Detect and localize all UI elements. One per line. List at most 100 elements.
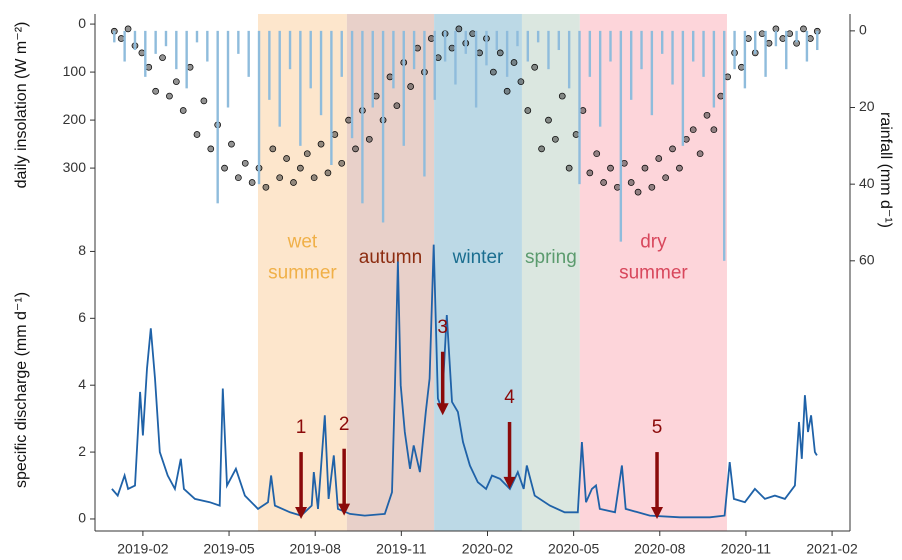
rain-bar: [247, 30, 250, 77]
insolation-point: [386, 73, 394, 81]
x-tick-label: 2019-08: [289, 541, 341, 557]
insolation-point: [641, 164, 649, 172]
insolation-point: [627, 179, 635, 186]
insolation-point: [620, 159, 628, 167]
insolation-point: [365, 135, 373, 143]
rain-bar: [764, 30, 767, 77]
rain-bar: [671, 30, 674, 85]
rain-bar: [133, 30, 137, 51]
insolation-point: [586, 169, 594, 177]
x-tick-label: 2020-11: [721, 541, 772, 557]
insolation-point: [524, 107, 532, 114]
rain-bar: [495, 30, 498, 51]
insolation-point: [724, 73, 732, 81]
rain-bar: [547, 30, 550, 70]
insolation-point: [607, 164, 614, 172]
x-tick-label: 2020-05: [548, 541, 600, 557]
insolation-point: [283, 155, 290, 162]
insolation-point: [476, 49, 483, 57]
rain-bar: [681, 30, 685, 146]
rain-bar: [640, 30, 643, 70]
insolation-point: [393, 102, 401, 110]
rain-bar: [392, 30, 395, 89]
rain-bar: [309, 30, 312, 89]
insolation-point: [338, 159, 346, 167]
insolation-point: [558, 92, 566, 100]
insolation-point: [600, 179, 607, 186]
rain-bar: [164, 30, 168, 47]
rain-bar: [712, 30, 716, 108]
x-tick-label: 2019-11: [376, 541, 427, 557]
rain-bar: [361, 30, 364, 204]
insolation-point: [469, 30, 477, 38]
insolation-point: [655, 155, 663, 162]
insolation-point: [145, 63, 153, 71]
rain-bar: [144, 30, 147, 77]
annotation-arrow-head: [295, 506, 308, 519]
rain-bar: [433, 30, 436, 100]
insolation-point: [552, 135, 559, 143]
insolation-point: [352, 145, 359, 153]
insolation-point: [434, 54, 442, 62]
season-label: dry: [640, 232, 667, 253]
insolation-point: [717, 92, 725, 100]
insolation-point: [489, 68, 497, 76]
insolation-point: [221, 164, 228, 172]
annotation-label: 1: [296, 417, 307, 438]
rain-bar: [330, 30, 333, 165]
rain-bar: [774, 30, 778, 47]
rain-bar: [609, 30, 612, 62]
rain-bar: [516, 30, 519, 47]
insolation-point: [317, 140, 325, 148]
insolation-point: [193, 131, 201, 138]
rain-bar: [412, 30, 416, 70]
rain-bar: [237, 30, 240, 54]
annotation-label: 2: [339, 414, 350, 435]
y-tick-label: 6: [78, 309, 86, 325]
x-tick-label: 2021-02: [806, 541, 858, 557]
rain-bar: [816, 30, 819, 51]
insolation-point: [427, 35, 435, 42]
insolation-point: [807, 35, 814, 42]
season-label: summer: [619, 263, 688, 284]
rain-bar: [743, 30, 747, 89]
rain-bar: [371, 30, 374, 108]
insolation-point: [682, 135, 690, 143]
insolation-point: [738, 63, 745, 71]
rain-bar: [185, 30, 188, 89]
insolation-point: [448, 44, 456, 52]
rain-bar: [785, 30, 788, 70]
rain-bar: [350, 30, 354, 139]
rain-bar: [619, 30, 623, 242]
insolation-point: [124, 25, 132, 33]
insolation-point: [310, 174, 318, 182]
y2-axis-title: rainfall (mm d⁻¹): [877, 112, 894, 228]
rain-bar: [216, 30, 219, 204]
annotation-label: 4: [504, 387, 515, 408]
annotation-label: 3: [437, 317, 448, 338]
insolation-point: [669, 145, 676, 153]
insolation-point: [503, 87, 511, 95]
insolation-point: [414, 44, 421, 52]
annotation-arrow-head: [503, 476, 516, 489]
annotation-label: 5: [652, 417, 663, 438]
insolation-point: [800, 25, 807, 33]
insolation-point: [269, 145, 277, 153]
rain-bar: [505, 30, 509, 77]
rain-bar: [629, 30, 633, 100]
insolation-point: [517, 78, 525, 86]
annotation-arrow-head: [651, 506, 664, 519]
y2-tick-label: 0: [859, 22, 867, 38]
insolation-point: [703, 111, 711, 119]
rain-bar: [536, 30, 540, 43]
rain-bar: [340, 30, 343, 77]
rain-bar: [423, 30, 426, 177]
insolation-point: [765, 39, 773, 47]
rain-bar: [319, 30, 323, 116]
rain-bar: [567, 30, 571, 89]
x-tick-label: 2020-02: [462, 541, 514, 557]
insolation-point: [172, 78, 180, 86]
insolation-point: [572, 131, 580, 138]
insolation-point: [235, 174, 242, 182]
